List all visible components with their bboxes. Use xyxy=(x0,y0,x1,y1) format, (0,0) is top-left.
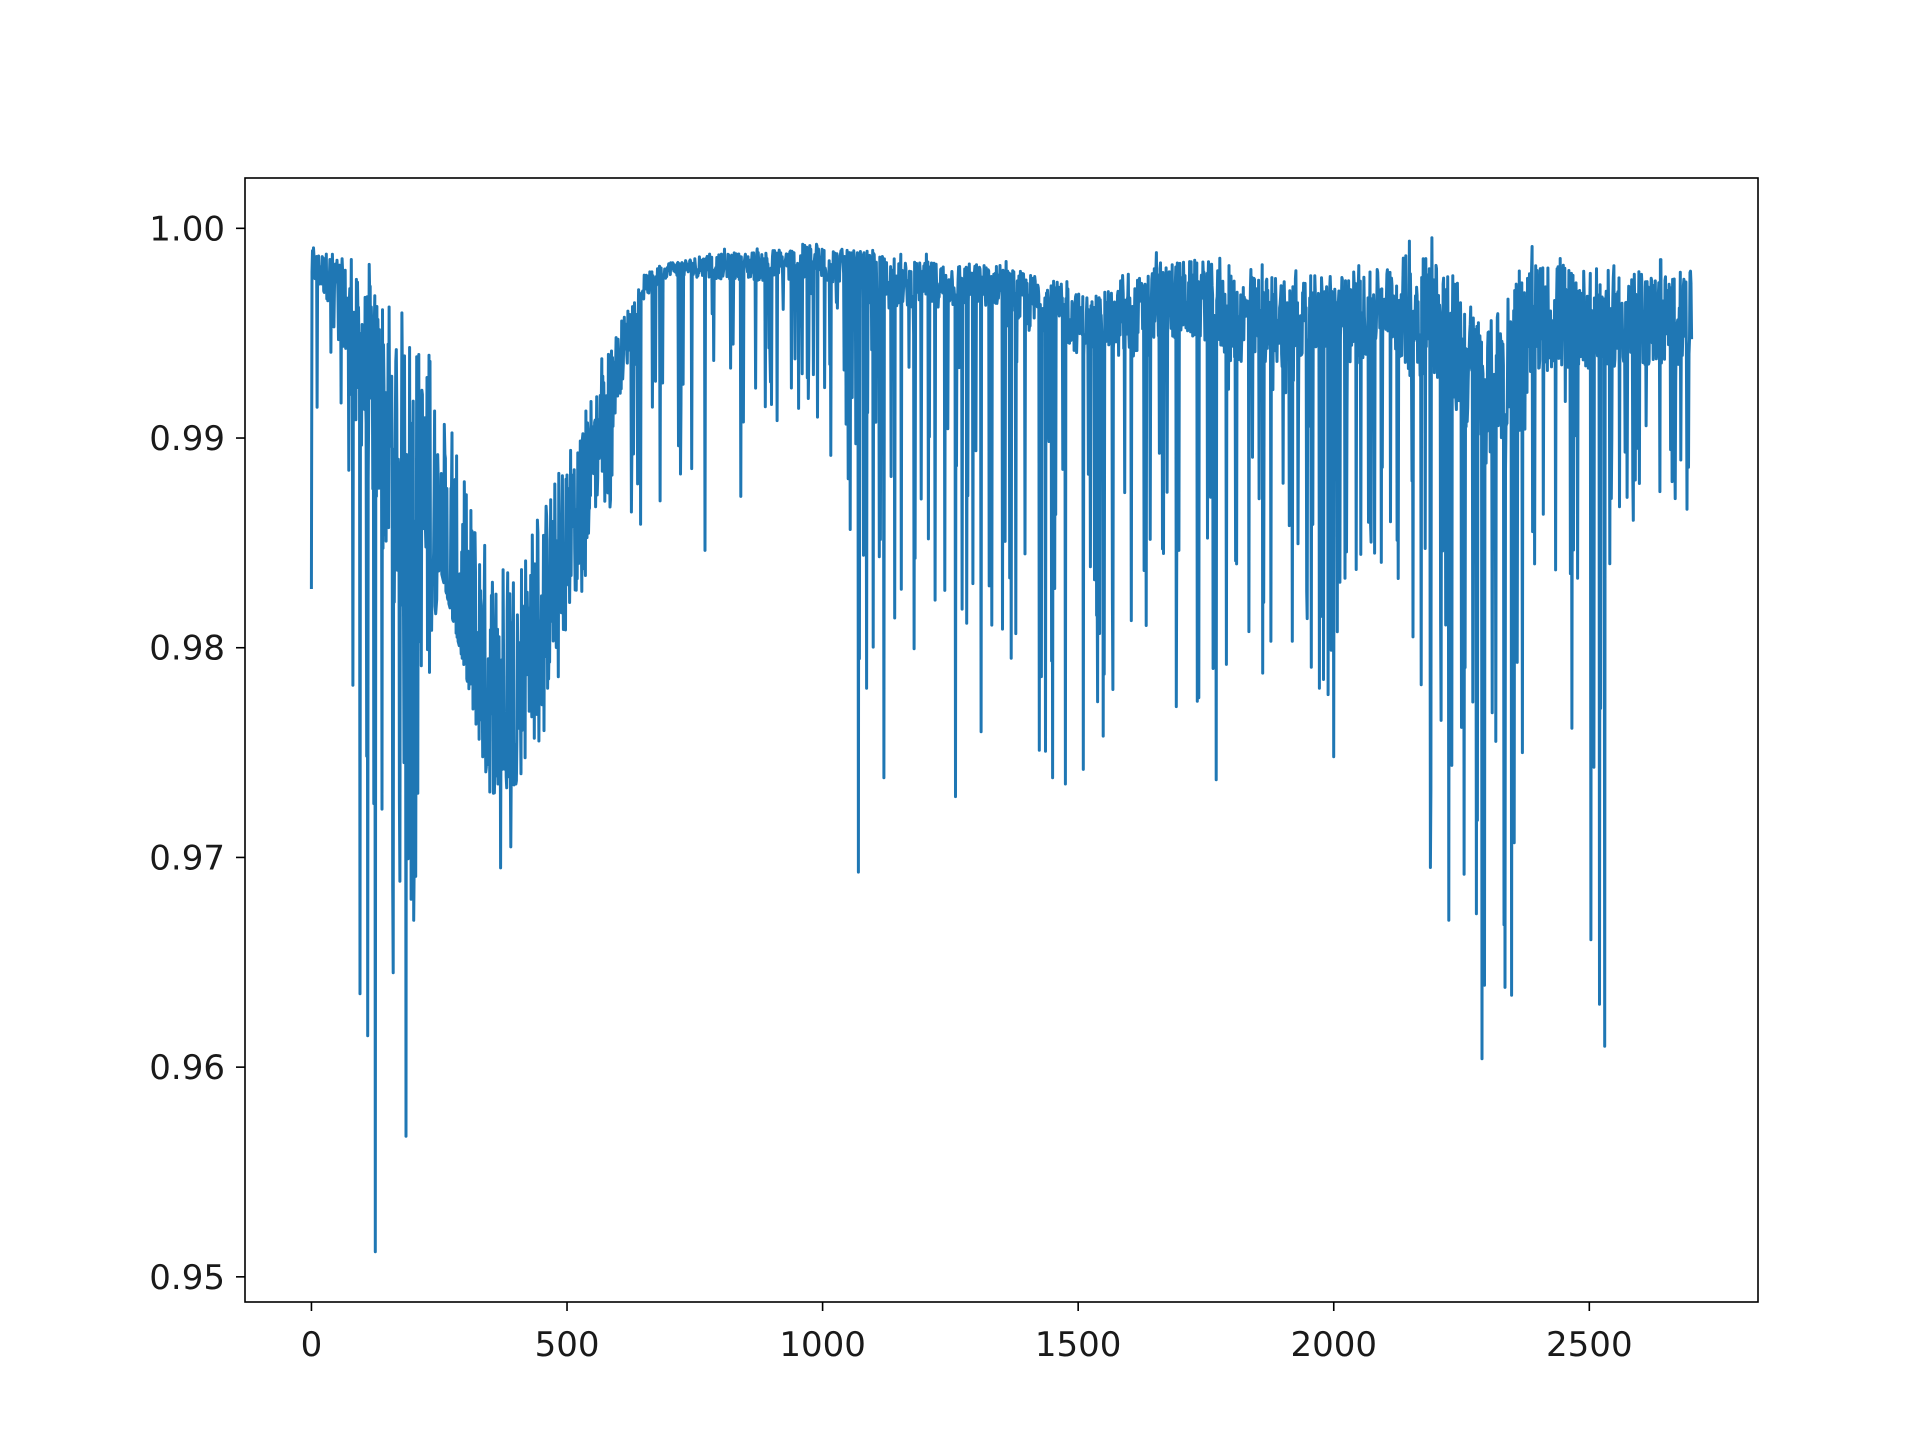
y-tick-label: 0.96 xyxy=(149,1048,225,1088)
y-tick-label: 0.97 xyxy=(149,838,225,878)
axes-frame xyxy=(244,177,1759,1303)
y-tick-label: 1.00 xyxy=(149,209,225,249)
x-tick-label: 2000 xyxy=(1290,1325,1377,1365)
x-tick-label: 1500 xyxy=(1035,1325,1122,1365)
x-tick-label: 0 xyxy=(301,1325,323,1365)
x-tick-label: 500 xyxy=(535,1325,600,1365)
series-line xyxy=(309,236,1694,1254)
y-axis: 0.95 0.96 0.97 0.98 0.99 1.00 xyxy=(149,209,245,1298)
plot-area xyxy=(309,236,1694,1254)
x-tick-label: 1000 xyxy=(779,1325,866,1365)
y-tick-label: 0.95 xyxy=(149,1258,225,1298)
x-axis: 0 500 1000 1500 2000 2500 xyxy=(301,1302,1633,1365)
x-tick-label: 2500 xyxy=(1546,1325,1633,1365)
y-tick-label: 0.98 xyxy=(149,629,225,669)
y-tick-label: 0.99 xyxy=(149,419,225,459)
